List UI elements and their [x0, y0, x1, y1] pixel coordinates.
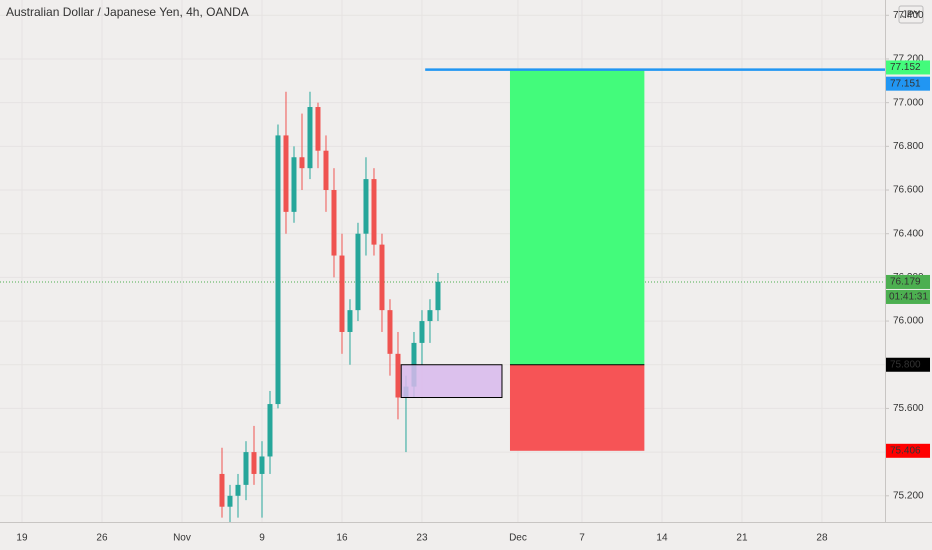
x-tick-label: 9 [259, 533, 265, 544]
y-tick-label: 77.400 [893, 10, 924, 21]
price-badge-label: 77.152 [890, 62, 921, 73]
x-tick-label: 7 [579, 533, 585, 544]
x-tick-label: Nov [173, 533, 191, 544]
candle-body [395, 353, 401, 398]
y-tick-label: 76.400 [893, 228, 924, 239]
x-tick-label: 14 [656, 533, 668, 544]
candle-body [363, 179, 369, 234]
chart-title: Australian Dollar / Japanese Yen, 4h, OA… [6, 5, 249, 19]
candle-body [283, 135, 289, 212]
x-tick-label: Dec [509, 533, 527, 544]
price-badge-label: 76.179 [890, 277, 921, 288]
x-tick-label: 16 [336, 533, 348, 544]
plot-area [0, 0, 885, 522]
currency-label: JPY [902, 10, 921, 21]
candle-body [259, 456, 265, 474]
y-tick-label: 76.600 [893, 185, 924, 196]
price-badge-label: 75.406 [890, 445, 921, 456]
candle-body [219, 473, 225, 507]
x-tick-label: 28 [816, 533, 828, 544]
price-badge [886, 357, 930, 372]
candle-body [355, 233, 361, 311]
price-badge [886, 443, 930, 458]
candle-body [307, 107, 313, 169]
price-badge [886, 60, 930, 75]
price-badge-label: 77.151 [890, 78, 921, 89]
candle-body [419, 321, 425, 343]
countdown-badge [886, 289, 930, 304]
candle-body [275, 135, 281, 405]
candle-body [251, 452, 257, 474]
y-tick-label: 77.200 [893, 54, 924, 65]
x-tick-label: 19 [16, 533, 28, 544]
price-badge [886, 76, 930, 91]
y-tick-label: 75.600 [893, 403, 924, 414]
x-tick-label: 26 [96, 533, 108, 544]
candle-body [435, 281, 441, 311]
y-tick-label: 76.000 [893, 316, 924, 327]
x-tick-label: 21 [736, 533, 748, 544]
candle-body [339, 255, 345, 332]
candle-body [267, 404, 273, 457]
y-tick-label: 75.200 [893, 490, 924, 501]
candle-body [323, 150, 329, 191]
candle-body [227, 495, 233, 507]
x-tick-label: 23 [416, 533, 428, 544]
candle-body [427, 310, 433, 322]
candle-body [379, 244, 385, 311]
candle-body [387, 310, 393, 354]
stop-zone [509, 364, 645, 451]
candle-body [299, 157, 305, 169]
candle-body [371, 179, 377, 245]
currency-badge[interactable] [898, 5, 924, 24]
candle-body [291, 157, 297, 212]
countdown-label: 01:41:31 [889, 292, 928, 303]
candle-body [331, 190, 337, 256]
zone-box [400, 364, 503, 399]
candle-body [243, 452, 249, 485]
price-badge-label: 75.800 [890, 359, 921, 370]
y-tick-label: 76.800 [893, 141, 924, 152]
y-tick-label: 77.000 [893, 97, 924, 108]
price-badge [886, 274, 930, 289]
candle-body [235, 484, 241, 496]
candle-body [315, 107, 321, 151]
candle-body [347, 310, 353, 332]
target-zone [509, 69, 645, 365]
